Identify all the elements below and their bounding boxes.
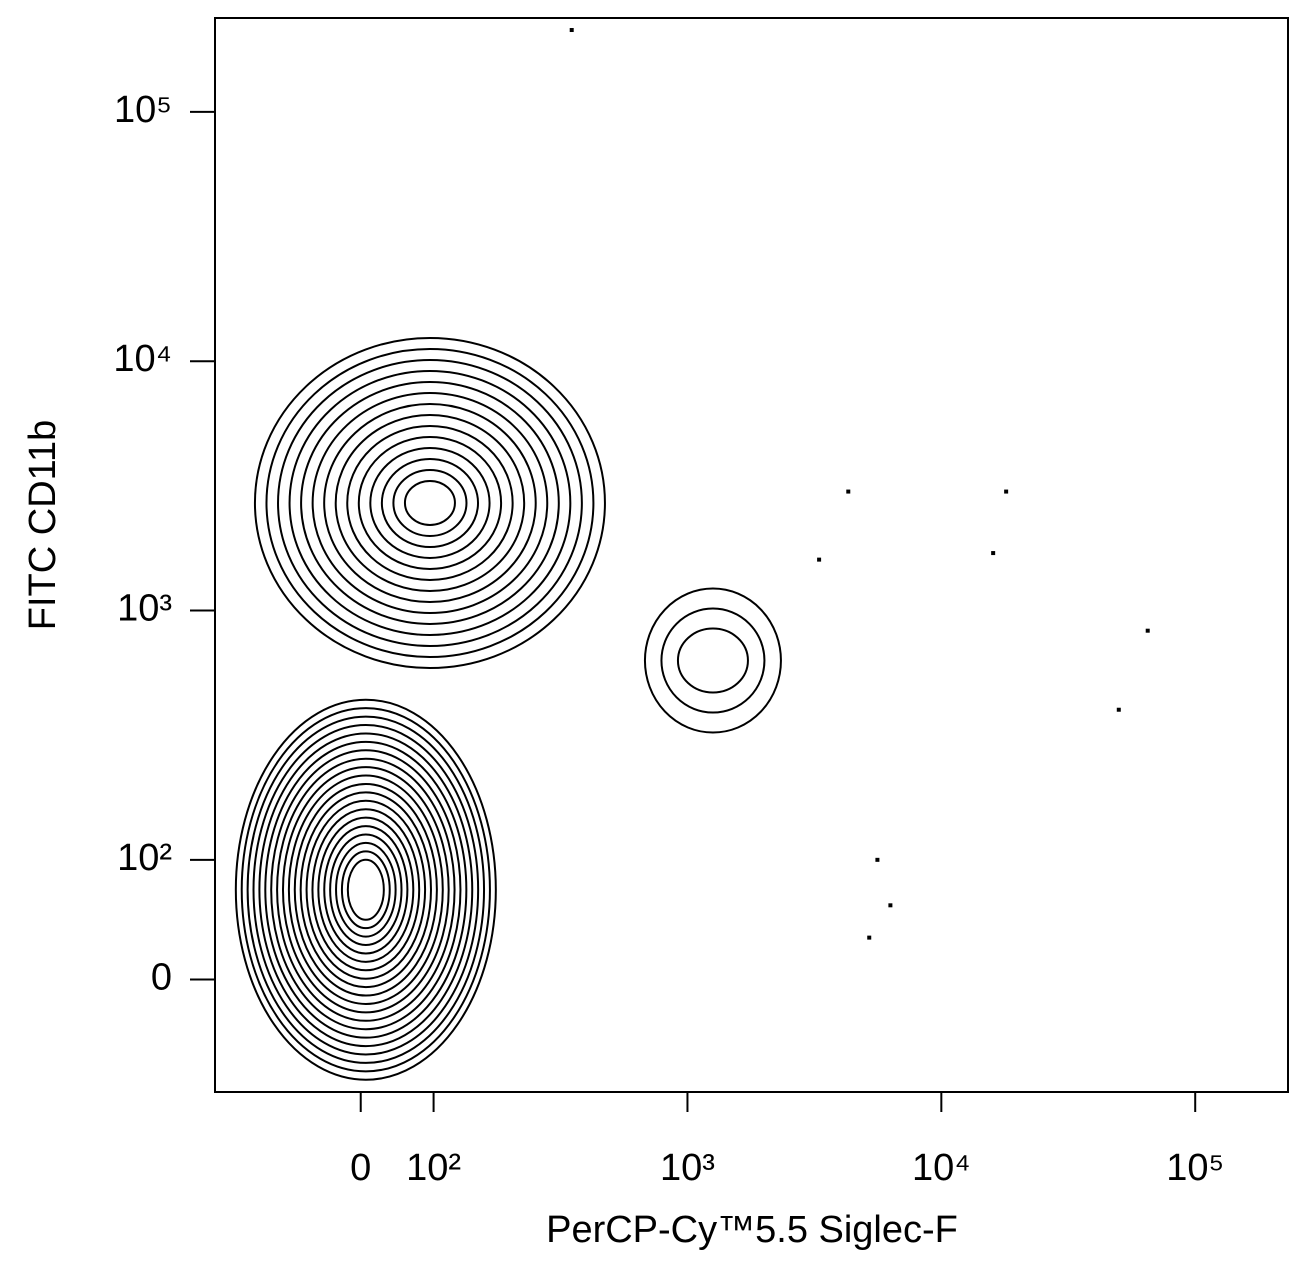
contour-line (293, 782, 438, 997)
y-tick-label: 10² (117, 837, 172, 879)
contour-line (311, 808, 421, 972)
contour-line (317, 816, 415, 963)
contour-line (246, 715, 486, 1064)
x-tick-label: 10⁴ (912, 1147, 971, 1189)
event-dot (888, 903, 893, 908)
x-tick-label: 0 (350, 1147, 371, 1189)
event-dot (875, 857, 880, 862)
contour-line (346, 858, 385, 921)
contour-line (311, 391, 549, 614)
contour-line (643, 587, 782, 734)
x-axis-title: PerCP-Cy™5.5 Siglec-F (546, 1209, 958, 1251)
contour-line (240, 707, 491, 1073)
contour-line (380, 457, 480, 548)
contour-line (346, 424, 514, 581)
y-tick-label: 0 (151, 957, 172, 999)
contour-line (277, 358, 583, 647)
contour-line (234, 698, 497, 1081)
contour-line (276, 757, 456, 1022)
x-tick-label: 10⁵ (1166, 1147, 1224, 1189)
contour-line (264, 740, 468, 1039)
event-dot (1145, 628, 1150, 633)
x-tick-label: 10² (406, 1147, 461, 1189)
event-dot (867, 935, 872, 940)
contour-line (323, 402, 537, 603)
contour-line (288, 369, 572, 636)
plot-frame (214, 17, 1289, 1093)
x-tick-label: 10³ (660, 1147, 715, 1189)
contour-line (265, 347, 595, 658)
contour-line (252, 724, 480, 1056)
contour-line (323, 825, 409, 955)
y-tick-label: 10⁵ (114, 89, 172, 131)
event-dot (1004, 489, 1009, 494)
contour-line (334, 413, 526, 592)
contour-line (299, 791, 432, 989)
contour-line (258, 732, 474, 1048)
event-dot (1116, 707, 1121, 712)
contour-line (281, 766, 450, 1014)
contour-line (676, 627, 749, 694)
event-dot (569, 28, 574, 33)
y-tick-label: 10³ (117, 588, 172, 630)
contour-line (340, 850, 391, 930)
contour-line (392, 468, 468, 537)
contour-line (287, 774, 444, 1005)
event-dot (846, 489, 851, 494)
contour-line (305, 799, 427, 980)
contour-line (335, 841, 397, 938)
contour-line (403, 479, 456, 526)
event-dot (817, 557, 822, 562)
event-dot (991, 551, 996, 556)
contour-line (253, 336, 606, 669)
contour-line (660, 607, 766, 714)
y-axis-title: FITC CD11b (22, 420, 64, 630)
y-tick-label: 10⁴ (113, 338, 172, 380)
contour-line (329, 833, 403, 947)
contour-line (369, 446, 491, 559)
contour-line (300, 380, 560, 625)
contour-line (270, 749, 462, 1031)
contour-line (357, 435, 503, 570)
